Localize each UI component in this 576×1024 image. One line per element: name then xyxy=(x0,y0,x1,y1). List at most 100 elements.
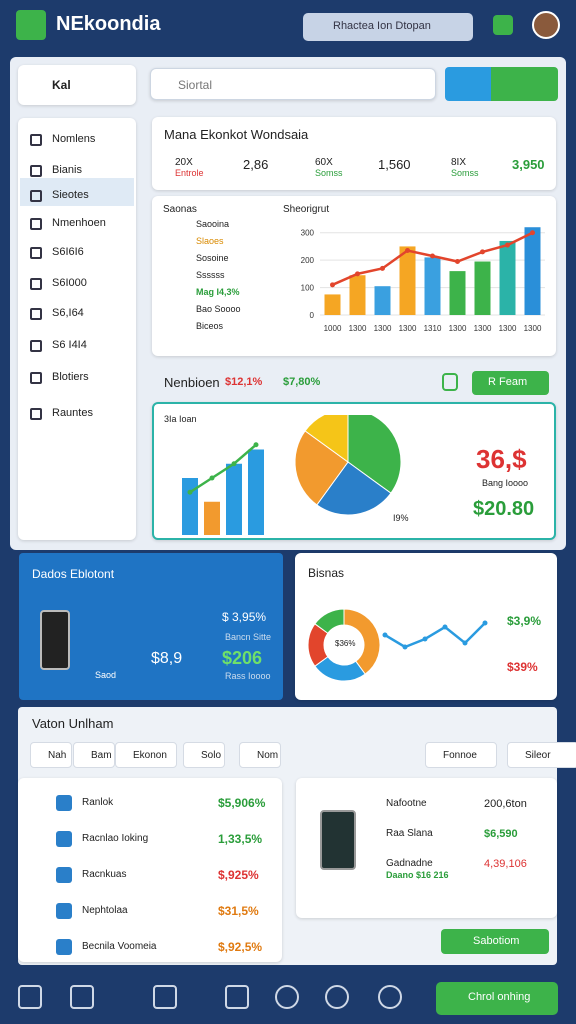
mini-chart xyxy=(182,442,264,535)
sidebar-item[interactable]: S6I6I6 xyxy=(52,246,84,258)
tab[interactable] xyxy=(425,742,497,768)
row-icon xyxy=(56,867,72,883)
stat-value: 8IX xyxy=(451,157,467,168)
nav-icon[interactable] xyxy=(378,985,402,1009)
trend-line xyxy=(384,622,486,649)
tab-label[interactable]: Sileor xyxy=(525,750,551,761)
row-icon xyxy=(56,795,72,811)
bar xyxy=(524,227,541,315)
line-point xyxy=(430,253,435,259)
tab[interactable] xyxy=(239,742,281,768)
bar xyxy=(424,257,441,315)
btn-blue[interactable] xyxy=(445,67,491,101)
nav-icon[interactable] xyxy=(325,985,349,1009)
row-icon xyxy=(56,831,72,847)
legend-item: Slaoes xyxy=(196,236,224,246)
sidebar-item[interactable]: S6I000 xyxy=(52,277,87,289)
pie-label: I9% xyxy=(393,513,409,523)
y-tick-label: 200 xyxy=(301,256,315,265)
line-point xyxy=(462,640,468,646)
row-name: Racnkuas xyxy=(82,869,127,880)
pie-slice xyxy=(314,656,366,682)
nav-button-label[interactable]: Chrol onhing xyxy=(468,991,531,1003)
tab-label[interactable]: Nom xyxy=(257,750,279,761)
sidebar-item[interactable]: Sieotes xyxy=(52,189,89,201)
search-placeholder: Siortal xyxy=(178,78,213,92)
tab-label[interactable]: Nah xyxy=(48,750,67,761)
sidebar-icon xyxy=(30,134,42,146)
logo: NEkoondia xyxy=(56,13,161,35)
tab[interactable] xyxy=(507,742,576,768)
filter-box[interactable] xyxy=(18,65,136,105)
stat-label: Somss xyxy=(315,168,343,178)
tab-label[interactable]: Bam xyxy=(91,750,112,761)
btn-green[interactable] xyxy=(491,67,558,101)
detail-button-label[interactable]: Sabotiom xyxy=(473,935,520,947)
sidebar-item[interactable]: Nmenhoen xyxy=(52,217,106,229)
bar xyxy=(226,463,242,535)
tab[interactable] xyxy=(115,742,177,768)
line-point xyxy=(530,230,535,236)
blue-stat: $206 xyxy=(222,648,263,668)
chart-title: Sheorigrut xyxy=(283,204,330,215)
nav-icon[interactable] xyxy=(70,985,94,1009)
tab-label[interactable]: Ekonon xyxy=(133,750,167,761)
sidebar-item[interactable]: Blotiers xyxy=(52,371,89,383)
sidebar-icon xyxy=(30,308,42,320)
stat-label: Entrole xyxy=(175,168,204,178)
panel-title: Nenbioen xyxy=(164,375,220,390)
avatar[interactable] xyxy=(532,11,560,39)
tab[interactable] xyxy=(73,742,115,768)
kpi-label: Bang Ioooo xyxy=(482,478,529,488)
row-value: $5,906% xyxy=(218,796,266,810)
kpi-amount: $20.80 xyxy=(473,498,535,520)
panel-button-label[interactable]: R Feam xyxy=(488,376,528,388)
line-point xyxy=(405,248,410,254)
nav-icon[interactable] xyxy=(153,985,177,1009)
search-box[interactable] xyxy=(303,13,473,41)
sidebar-icon xyxy=(30,247,42,259)
line-point xyxy=(402,644,408,650)
stat-label: Somss xyxy=(451,168,479,178)
nav-icon[interactable] xyxy=(275,985,299,1009)
summary-card xyxy=(152,117,556,190)
search[interactable] xyxy=(150,68,436,100)
stat-value: 60X xyxy=(315,157,333,168)
sidebar-item[interactable]: Rauntes xyxy=(52,407,93,419)
y-tick-label: 0 xyxy=(310,311,315,320)
pie-chart xyxy=(294,415,402,515)
bar xyxy=(374,286,391,315)
sidebar-item[interactable]: S6 I4I4 xyxy=(52,339,87,351)
tab-label[interactable]: Fonnoe xyxy=(443,750,477,761)
x-tick-label: 1300 xyxy=(474,324,492,333)
detail-name: Raa Slana xyxy=(386,828,433,839)
x-tick-label: 1300 xyxy=(399,324,417,333)
legend-item: Mag I4,3% xyxy=(196,287,240,297)
tab-label[interactable]: Solo xyxy=(201,750,222,761)
tab[interactable] xyxy=(30,742,72,768)
panel-btn-outline[interactable] xyxy=(442,373,458,391)
detail-btn[interactable] xyxy=(441,929,549,954)
nav-icon[interactable] xyxy=(18,985,42,1009)
bar xyxy=(324,294,341,315)
row-value: $,92,5% xyxy=(218,940,263,954)
nav-icon[interactable] xyxy=(225,985,249,1009)
notif[interactable] xyxy=(493,15,513,35)
line-point xyxy=(505,242,510,248)
sidebar-item[interactable]: Bianis xyxy=(52,164,82,176)
pie-slice xyxy=(343,608,381,675)
line-point xyxy=(482,620,488,626)
sidebar-icon xyxy=(30,165,42,177)
tab[interactable] xyxy=(183,742,225,768)
panel-title: Vaton Unlham xyxy=(32,716,114,731)
panel-btn[interactable] xyxy=(472,371,549,395)
trend-line xyxy=(189,443,257,494)
line-point xyxy=(422,636,428,642)
stat-value: 3,950 xyxy=(512,157,545,172)
nav-button[interactable] xyxy=(436,982,558,1015)
sidebar-icon xyxy=(30,278,42,290)
sidebar-item[interactable]: Nomlens xyxy=(52,133,96,145)
panel-stat: $12,1% xyxy=(225,376,263,388)
sidebar-item[interactable]: S6,I64 xyxy=(52,307,84,319)
